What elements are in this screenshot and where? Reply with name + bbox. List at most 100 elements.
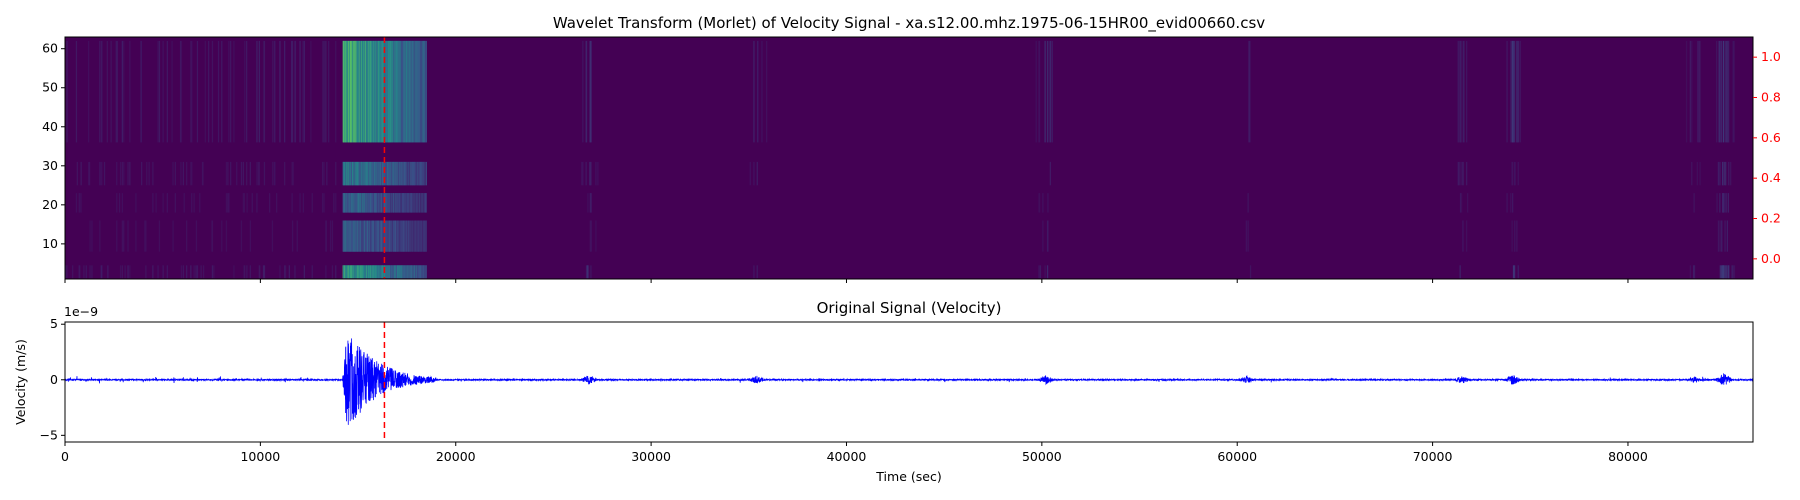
heatmap-cell xyxy=(405,265,407,279)
heatmap-cell xyxy=(412,193,414,213)
heatmap-cell xyxy=(405,161,407,186)
heatmap-cell xyxy=(582,161,584,186)
heatmap-cell xyxy=(89,220,91,252)
heatmap-cell xyxy=(230,161,232,186)
heatmap-cell xyxy=(391,161,393,186)
heatmap-cell xyxy=(359,220,361,252)
heatmap-cell xyxy=(257,161,259,186)
heatmap-cell xyxy=(352,193,354,213)
heatmap-cell xyxy=(365,220,366,252)
heatmap-cell xyxy=(393,161,395,186)
heatmap-cell xyxy=(364,40,366,143)
heatmap-cell xyxy=(366,161,368,186)
heatmap-cell xyxy=(401,40,403,143)
heatmap-cell xyxy=(352,161,354,186)
heatmap-cell xyxy=(376,161,378,186)
heatmap-cell xyxy=(246,161,248,186)
heatmap-cell xyxy=(325,220,327,252)
heatmap-cell xyxy=(158,220,161,252)
heatmap-cell xyxy=(88,40,90,143)
heatmap-cell xyxy=(387,40,389,143)
heatmap-cell xyxy=(145,220,147,252)
heatmap-cell xyxy=(397,161,399,186)
heatmap-cell xyxy=(166,40,168,143)
heatmap-cell xyxy=(420,265,422,279)
heatmap-cell xyxy=(354,265,356,279)
heatmap-cell xyxy=(423,40,425,143)
heatmap-cell xyxy=(406,265,408,279)
heatmap-cell xyxy=(382,265,384,279)
heatmap-cell xyxy=(403,40,405,143)
heatmap-cell xyxy=(400,265,402,279)
signal-x-tick-label: 20000 xyxy=(436,449,476,464)
heatmap-cell xyxy=(411,40,412,143)
heatmap-cell xyxy=(390,193,392,213)
heatmap-cell xyxy=(251,193,253,213)
heatmap-cell xyxy=(1727,193,1729,213)
heatmap-secondary-y-tick-label: 0.0 xyxy=(1761,251,1781,266)
signal-frame xyxy=(64,321,1754,443)
heatmap-cell xyxy=(1049,161,1051,186)
heatmap-cell xyxy=(389,265,390,279)
heatmap-cell xyxy=(414,193,416,213)
heatmap-cell xyxy=(391,40,393,143)
heatmap-cell xyxy=(356,265,358,279)
heatmap-cell xyxy=(1459,40,1461,143)
heatmap-cell xyxy=(382,161,384,186)
heatmap-cell xyxy=(354,220,356,252)
heatmap-cell xyxy=(390,161,392,186)
heatmap-cell xyxy=(589,40,591,143)
heatmap-cell xyxy=(589,193,591,213)
heatmap-cell xyxy=(378,161,380,186)
heatmap-cell xyxy=(397,193,399,213)
heatmap-cell xyxy=(344,220,346,252)
heatmap-cell xyxy=(381,220,382,252)
heatmap-cell xyxy=(375,161,377,186)
heatmap-cell xyxy=(417,265,419,279)
heatmap-cell xyxy=(123,40,125,143)
signal-x-tick-label: 0 xyxy=(61,449,69,464)
heatmap-cell xyxy=(412,40,414,143)
heatmap-cell xyxy=(370,265,372,279)
heatmap-cell xyxy=(367,220,369,252)
heatmap-cell xyxy=(182,265,184,279)
heatmap-cell xyxy=(249,220,251,252)
heatmap-cell xyxy=(392,40,394,143)
heatmap-cell xyxy=(377,40,379,143)
heatmap-cell xyxy=(263,161,266,186)
heatmap-cell xyxy=(402,161,403,186)
heatmap-cell xyxy=(363,40,365,143)
heatmap-cell xyxy=(397,40,399,143)
heatmap-cell xyxy=(378,193,380,213)
heatmap-cell xyxy=(411,193,413,213)
heatmap-cell xyxy=(166,193,168,213)
heatmap-cell xyxy=(378,220,380,252)
heatmap-cell xyxy=(354,161,356,186)
heatmap-cell xyxy=(243,193,245,213)
heatmap-cell xyxy=(361,265,363,279)
heatmap-cell xyxy=(749,161,751,186)
heatmap-cell xyxy=(1512,161,1514,186)
heatmap-cell xyxy=(1721,220,1723,252)
heatmap-cell xyxy=(129,40,131,143)
heatmap-cell xyxy=(351,265,353,279)
heatmap-cell xyxy=(359,40,360,143)
heatmap-cell xyxy=(370,193,372,213)
heatmap-cell xyxy=(342,40,344,143)
heatmap-cell xyxy=(263,40,266,143)
heatmap-cell xyxy=(425,40,426,143)
heatmap-cell xyxy=(384,161,386,186)
heatmap-cell xyxy=(361,161,363,186)
heatmap-cell xyxy=(366,193,368,213)
heatmap-cell xyxy=(387,265,388,279)
heatmap-cell xyxy=(354,40,356,143)
heatmap-cell xyxy=(1517,161,1519,186)
heatmap-cell xyxy=(352,161,354,186)
heatmap-cell xyxy=(326,161,328,186)
heatmap-cell xyxy=(376,220,378,252)
heatmap-cell xyxy=(397,40,399,143)
heatmap-cell xyxy=(407,40,409,143)
heatmap-cell xyxy=(363,193,365,213)
heatmap-cell xyxy=(367,161,369,186)
